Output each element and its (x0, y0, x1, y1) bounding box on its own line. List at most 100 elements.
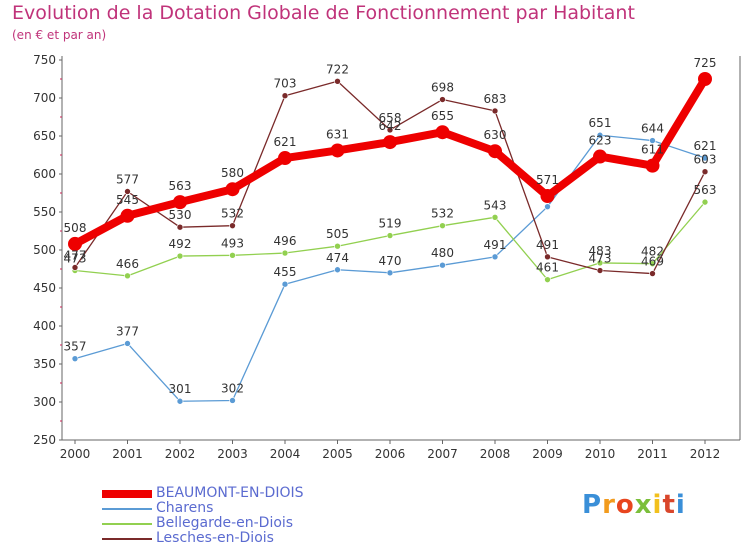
data-point-bellegarde-en-diois (649, 260, 656, 267)
data-label-charens: 377 (116, 324, 139, 338)
logo-letter: i (652, 490, 663, 520)
legend-item-bellegarde-en-diois: Bellegarde-en-Diois (102, 516, 303, 531)
data-label-beaumont-en-diois: 563 (169, 179, 192, 193)
data-point-lesches-en-diois (281, 92, 289, 100)
data-label-charens: 302 (221, 381, 244, 395)
y-tick-label: 500 (33, 243, 56, 257)
data-label-bellegarde-en-diois: 483 (589, 244, 612, 258)
y-tick-label: 250 (33, 433, 56, 447)
data-label-bellegarde-en-diois: 493 (221, 236, 244, 250)
data-point-charens (386, 269, 394, 277)
data-point-lesches-en-diois (176, 223, 184, 231)
data-point-beaumont-en-diois (278, 151, 292, 166)
legend-label: Lesches-en-Diois (156, 530, 274, 546)
data-label-lesches-en-diois: 603 (694, 153, 717, 167)
data-point-charens (439, 261, 446, 269)
data-point-charens (491, 253, 499, 261)
data-label-lesches-en-diois: 477 (64, 248, 87, 262)
data-point-lesches-en-diois (701, 168, 709, 176)
legend-item-beaumont-en-diois: BEAUMONT-EN-DIOIS (102, 486, 303, 501)
data-label-charens: 357 (64, 340, 87, 354)
x-tick-label: 2010 (585, 447, 616, 461)
data-point-beaumont-en-diois (540, 189, 555, 204)
data-point-bellegarde-en-diois (334, 242, 341, 250)
data-label-charens: 474 (326, 251, 349, 265)
data-label-beaumont-en-diois: 545 (116, 193, 139, 207)
data-point-beaumont-en-diois (698, 72, 712, 86)
legend-item-charens: Charens (102, 501, 303, 516)
data-label-bellegarde-en-diois: 482 (641, 245, 664, 259)
data-point-lesches-en-diois (386, 126, 394, 134)
x-tick-label: 2004 (270, 447, 301, 461)
data-point-beaumont-en-diois (488, 144, 502, 159)
data-label-beaumont-en-diois: 642 (379, 119, 402, 133)
data-point-beaumont-en-diois (120, 208, 135, 223)
x-tick-label: 2007 (427, 447, 458, 461)
data-label-beaumont-en-diois: 580 (221, 166, 244, 180)
data-point-bellegarde-en-diois (544, 276, 551, 283)
data-point-lesches-en-diois (596, 267, 604, 274)
x-tick-label: 2005 (322, 447, 353, 461)
data-label-beaumont-en-diois: 725 (694, 56, 717, 70)
data-point-charens (334, 266, 341, 274)
x-tick-label: 2009 (532, 447, 563, 461)
data-label-lesches-en-diois: 698 (431, 81, 454, 95)
series-line-charens (74, 134, 706, 402)
data-label-bellegarde-en-diois: 543 (484, 198, 507, 212)
logo-letter: r (602, 490, 616, 520)
logo-letter: t (662, 490, 676, 520)
legend: BEAUMONT-EN-DIOIS Charens Bellegarde-en-Di… (102, 486, 303, 546)
data-point-lesches-en-diois (334, 77, 341, 85)
data-point-charens (124, 340, 131, 347)
legend-swatch (102, 522, 152, 525)
data-label-charens: 651 (589, 116, 612, 130)
data-point-bellegarde-en-diois (176, 252, 184, 260)
data-label-lesches-en-diois: 722 (326, 62, 349, 76)
legend-label: Charens (156, 500, 214, 516)
data-label-lesches-en-diois: 683 (484, 92, 507, 106)
data-point-lesches-en-diois (71, 264, 79, 271)
y-tick-label: 600 (33, 167, 56, 181)
data-label-bellegarde-en-diois: 473 (64, 252, 87, 266)
data-point-lesches-en-diois (649, 270, 656, 277)
data-label-bellegarde-en-diois: 466 (116, 257, 139, 271)
data-label-bellegarde-en-diois: 492 (169, 237, 192, 251)
data-label-lesches-en-diois: 469 (641, 255, 664, 269)
data-point-beaumont-en-diois (645, 158, 660, 173)
data-point-bellegarde-en-diois (596, 259, 604, 267)
data-point-bellegarde-en-diois (439, 222, 446, 229)
data-point-bellegarde-en-diois (701, 198, 709, 206)
data-point-charens (649, 137, 656, 144)
data-point-lesches-en-diois (544, 253, 551, 261)
legend-swatch (102, 489, 152, 498)
legend-label: Bellegarde-en-Diois (156, 515, 294, 531)
data-point-charens (701, 154, 709, 162)
data-label-beaumont-en-diois: 623 (589, 134, 612, 148)
data-point-beaumont-en-diois (383, 135, 397, 150)
data-point-beaumont-en-diois (330, 143, 345, 158)
data-label-lesches-en-diois: 473 (589, 252, 612, 266)
chart-title: Evolution de la Dotation Globale de Fonc… (12, 2, 635, 24)
chart-subtitle: (en € et par an) (12, 28, 107, 42)
data-label-charens: 301 (169, 382, 192, 396)
data-label-charens: 491 (484, 238, 507, 252)
data-label-beaumont-en-diois: 655 (431, 109, 454, 123)
logo-letter: o (615, 490, 635, 520)
data-label-beaumont-en-diois: 571 (536, 173, 559, 187)
y-tick-label: 400 (33, 319, 56, 333)
data-point-charens (596, 131, 604, 139)
x-tick-label: 2011 (637, 447, 668, 461)
data-point-beaumont-en-diois (435, 125, 450, 140)
x-tick-label: 2000 (60, 447, 91, 461)
y-tick-label: 350 (33, 357, 56, 371)
data-label-bellegarde-en-diois: 496 (274, 234, 297, 248)
data-point-beaumont-en-diois (68, 236, 82, 251)
data-point-charens (176, 397, 184, 405)
data-point-beaumont-en-diois (593, 149, 607, 164)
data-label-charens: 644 (641, 122, 664, 136)
data-point-bellegarde-en-diois (386, 232, 394, 239)
data-point-bellegarde-en-diois (281, 249, 289, 257)
x-tick-label: 2001 (112, 447, 143, 461)
data-label-charens: 470 (379, 254, 402, 268)
legend-swatch (102, 537, 152, 540)
